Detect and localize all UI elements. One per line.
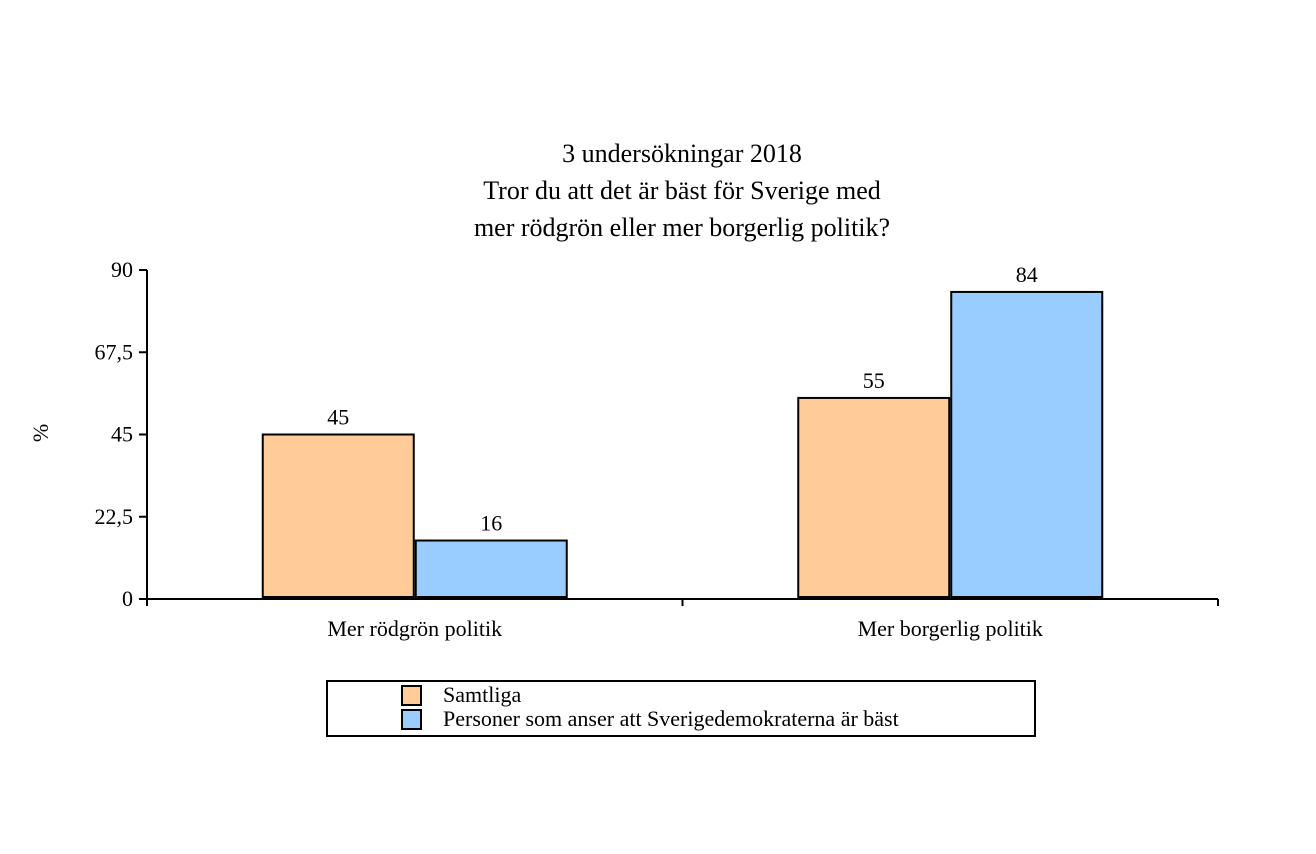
legend-label-2: Personer som anser att Sverigedemokrater… — [443, 706, 899, 731]
y-tick-label-3: 45 — [111, 422, 133, 447]
y-tick-label-5: 90 — [111, 257, 133, 282]
y-axis-label: % — [28, 424, 53, 442]
chart-title-line-1: 3 undersökningar 2018 — [562, 139, 802, 168]
data-label-2-1: 16 — [480, 511, 502, 536]
y-tick-label-1: 0 — [122, 586, 133, 611]
legend-swatch-1 — [401, 685, 422, 706]
chart-title-line-3: mer rödgrön eller mer borgerlig politik? — [474, 213, 890, 242]
data-label-1-2: 55 — [863, 368, 885, 393]
data-label-2-2: 84 — [1016, 262, 1038, 287]
bar-1-1 — [261, 433, 415, 598]
bar-2-1 — [414, 539, 568, 598]
chart-title: 3 undersökningar 2018 Tror du att det är… — [474, 139, 890, 242]
x-tick-label-2: Mer borgerlig politik — [858, 616, 1043, 641]
y-tick-label-4: 67,5 — [95, 339, 134, 364]
chart-title-line-2: Tror du att det är bäst för Sverige med — [483, 176, 881, 205]
legend-swatch-2 — [401, 709, 422, 730]
legend-label-1: Samtliga — [443, 682, 521, 707]
bar-1-2 — [797, 396, 951, 599]
data-label-1-1: 45 — [327, 405, 349, 430]
legend-box — [326, 680, 1036, 737]
y-tick-label-2: 22,5 — [95, 504, 134, 529]
plot-area: 45 55 16 84 0 22,5 45 67,5 90 Mer rödgrön politik… — [95, 257, 1219, 641]
x-tick-label-1: Mer rödgrön politik — [327, 616, 502, 641]
bar-2-2 — [950, 290, 1104, 598]
